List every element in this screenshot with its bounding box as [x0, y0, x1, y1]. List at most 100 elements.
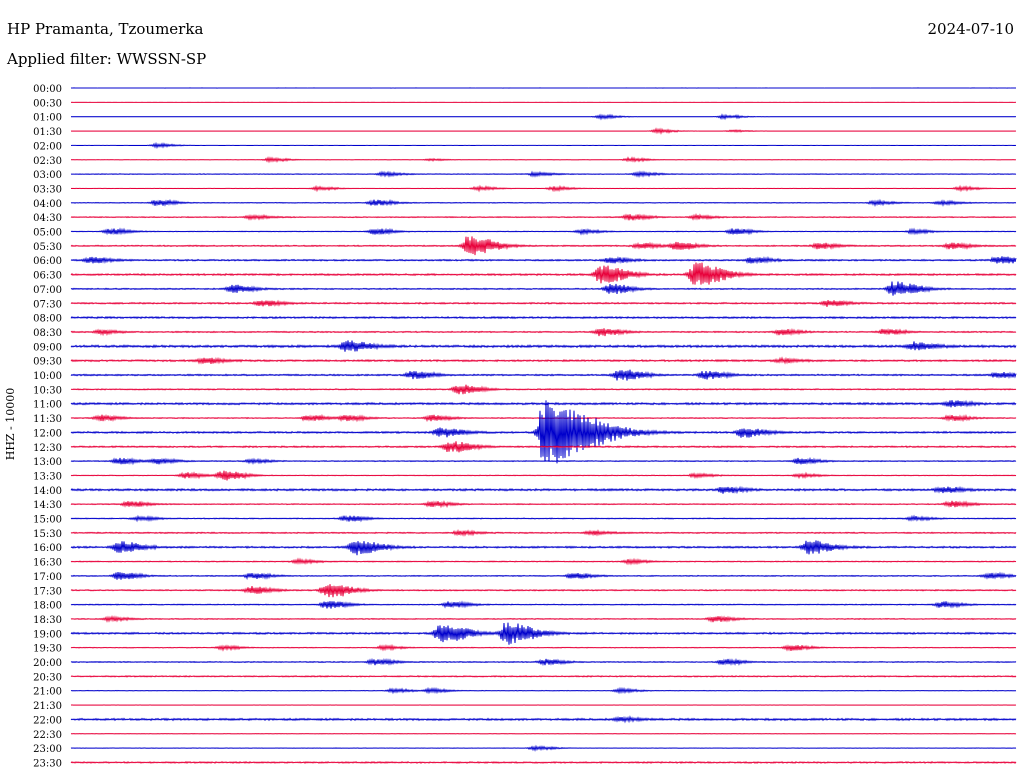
time-label: 05:00: [33, 228, 62, 239]
time-label: 09:30: [33, 357, 62, 368]
time-label: 22:00: [33, 715, 62, 726]
trace-line: [70, 156, 1017, 164]
trace-line: [70, 399, 1017, 408]
time-label: 21:00: [33, 687, 62, 698]
trace-line: [70, 198, 1017, 208]
time-label: 07:00: [33, 285, 62, 296]
trace-line: [70, 315, 1017, 320]
time-label: 23:30: [33, 758, 62, 769]
time-label: 13:00: [33, 457, 62, 468]
trace-line: [70, 184, 1017, 193]
trace-line: [70, 584, 1017, 598]
trace-line: [70, 514, 1017, 523]
time-label: 12:00: [33, 428, 62, 439]
trace-line: [70, 256, 1017, 265]
trace-line: [70, 141, 1017, 149]
channel-label: HHZ - 10000: [4, 388, 17, 461]
time-label: 03:30: [33, 184, 62, 195]
trace-line: [70, 328, 1017, 337]
trace-line: [70, 456, 1017, 466]
trace-line: [70, 485, 1017, 495]
time-label: 11:00: [33, 400, 62, 411]
trace-line: [70, 657, 1017, 667]
trace-line: [70, 675, 1017, 678]
trace-line: [70, 470, 1017, 481]
time-label: 15:30: [33, 529, 62, 540]
time-label: 02:30: [33, 156, 62, 167]
trace-line: [70, 369, 1017, 381]
trace-line: [70, 528, 1017, 537]
trace-line: [70, 600, 1017, 609]
trace-line: [70, 400, 1017, 464]
trace-line: [70, 236, 1017, 256]
time-label: 19:00: [33, 629, 62, 640]
time-label: 04:00: [33, 199, 62, 210]
time-label: 18:00: [33, 601, 62, 612]
time-label: 07:30: [33, 299, 62, 310]
time-label: 01:00: [33, 113, 62, 124]
trace-line: [70, 622, 1017, 645]
trace-line: [70, 227, 1017, 236]
time-label: 14:30: [33, 500, 62, 511]
time-label: 16:00: [33, 543, 62, 554]
time-label: 16:30: [33, 558, 62, 569]
filter-value: WWSSN-SP: [116, 50, 207, 68]
trace-line: [70, 384, 1017, 395]
trace-line: [70, 262, 1017, 285]
time-label: 06:30: [33, 271, 62, 282]
trace-line: [70, 643, 1017, 652]
trace-line: [70, 113, 1017, 121]
time-label-layer: 00:00 00:30 01:00 01:30 02:00 02:30 03:00 03:30…: [33, 84, 62, 769]
time-label: 15:00: [33, 515, 62, 526]
record-date: 2024-07-10: [927, 20, 1014, 38]
time-label: 05:30: [33, 242, 62, 253]
time-label: 11:30: [33, 414, 62, 425]
trace-line: [70, 500, 1017, 509]
time-label: 00:30: [33, 98, 62, 109]
filter-label: Applied filter:: [7, 50, 112, 68]
time-label: 22:30: [33, 730, 62, 741]
time-label: 23:00: [33, 744, 62, 755]
station-title: HP Pramanta, Tzoumerka: [7, 20, 204, 38]
time-label: 02:00: [33, 141, 62, 152]
trace-line: [70, 340, 1017, 352]
time-label: 20:30: [33, 672, 62, 683]
trace-line: [70, 281, 1017, 296]
trace-line: [70, 614, 1017, 623]
time-label: 18:30: [33, 615, 62, 626]
time-label: 10:00: [33, 371, 62, 382]
trace-line: [70, 557, 1017, 566]
time-label: 19:30: [33, 644, 62, 655]
time-label: 09:00: [33, 342, 62, 353]
trace-line: [70, 744, 1017, 752]
time-label: 08:30: [33, 328, 62, 339]
time-label: 00:00: [33, 84, 62, 95]
trace-line: [70, 299, 1017, 307]
time-label: 17:30: [33, 586, 62, 597]
trace-line: [70, 715, 1017, 724]
trace-line: [70, 571, 1017, 581]
time-label: 21:30: [33, 701, 62, 712]
trace-line: [70, 760, 1017, 765]
time-label: 12:30: [33, 443, 62, 454]
trace-line: [70, 213, 1017, 221]
time-label: 08:00: [33, 314, 62, 325]
time-label: 04:30: [33, 213, 62, 224]
filter-line: Applied filter: WWSSN-SP: [7, 50, 206, 68]
time-label: 06:00: [33, 256, 62, 267]
time-label: 13:30: [33, 471, 62, 482]
time-label: 01:30: [33, 127, 62, 138]
time-label: 10:30: [33, 385, 62, 396]
trace-line: [70, 441, 1017, 453]
trace-line: [70, 170, 1017, 179]
time-label: 14:00: [33, 486, 62, 497]
time-label: 03:00: [33, 170, 62, 181]
time-label: 17:00: [33, 572, 62, 583]
trace-line: [70, 127, 1017, 135]
trace-line: [70, 686, 1017, 695]
trace-line: [70, 540, 1017, 556]
time-label: 20:00: [33, 658, 62, 669]
trace-layer: [70, 87, 1017, 765]
trace-line: [70, 356, 1017, 365]
